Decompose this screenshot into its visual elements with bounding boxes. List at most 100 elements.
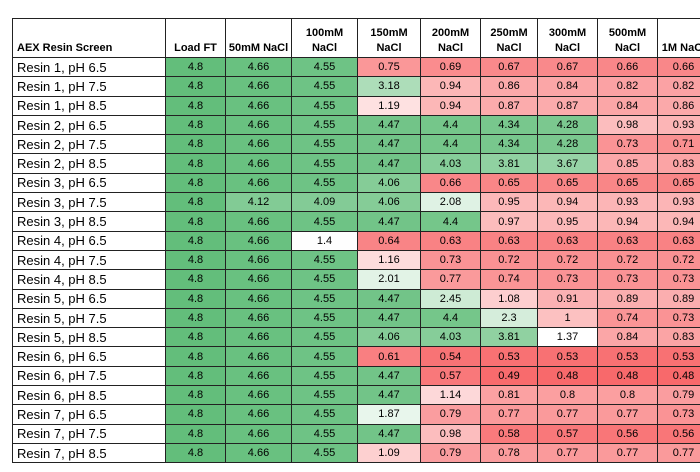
value-cell: 4.55 xyxy=(291,385,358,406)
value-cell: 4.4 xyxy=(420,307,481,329)
value-cell: 0.86 xyxy=(480,76,538,97)
value-cell: 0.53 xyxy=(597,346,658,367)
table-row: Resin 4, pH 7.5 4.8 4.66 4.55 1.16 0.73 0.72 0.… xyxy=(12,249,700,271)
value-cell: 4.28 xyxy=(537,134,598,155)
column-header: 200mM NaCl xyxy=(420,18,481,58)
value-cell: 4.8 xyxy=(165,114,226,136)
value-cell: 4.47 xyxy=(357,365,421,387)
table-row: Resin 2, pH 7.5 4.8 4.66 4.55 4.47 4.4 4.34 4.2… xyxy=(12,134,700,155)
column-header: 150mM NaCl xyxy=(357,18,421,58)
row-label: Resin 4, pH 7.5 xyxy=(12,249,166,271)
row-label: Resin 6, pH 6.5 xyxy=(12,346,166,367)
value-cell: 4.66 xyxy=(225,172,292,194)
value-cell: 4.66 xyxy=(225,211,292,232)
value-cell: 0.57 xyxy=(420,365,481,387)
value-cell: 4.47 xyxy=(357,307,421,329)
value-cell: 4.66 xyxy=(225,365,292,387)
row-label: Resin 1, pH 8.5 xyxy=(12,95,166,116)
value-cell: 0.73 xyxy=(597,269,658,290)
value-cell: 1.87 xyxy=(357,404,421,425)
table-row: Resin 7, pH 8.5 4.8 4.66 4.55 1.09 0.79 0.78 0.… xyxy=(12,442,700,464)
row-label: Resin 2, pH 6.5 xyxy=(12,114,166,136)
value-cell: 4.8 xyxy=(165,346,226,367)
value-cell: 4.55 xyxy=(291,211,358,232)
value-cell: 4.47 xyxy=(357,423,421,444)
value-cell: 4.06 xyxy=(357,172,421,194)
value-cell: 0.66 xyxy=(597,56,658,78)
value-cell: 4.8 xyxy=(165,249,226,271)
row-label: Resin 2, pH 7.5 xyxy=(12,134,166,155)
value-cell: 1 xyxy=(537,307,598,329)
value-cell: 0.79 xyxy=(420,404,481,425)
value-cell: 4.55 xyxy=(291,346,358,367)
value-cell: 0.65 xyxy=(537,172,598,194)
value-cell: 0.98 xyxy=(597,114,658,136)
column-header: 250mM NaCl xyxy=(480,18,538,58)
value-cell: 4.55 xyxy=(291,307,358,329)
resin-table: AEX Resin Screen Load FT 50mM NaCl 100mM Na… xyxy=(12,18,700,464)
column-header: 1M NaCl xyxy=(657,18,700,58)
value-cell: 0.71 xyxy=(657,134,700,155)
table-row: Resin 1, pH 8.5 4.8 4.66 4.55 1.19 0.94 0.87 0.… xyxy=(12,95,700,116)
column-header: 100mM NaCl xyxy=(291,18,358,58)
row-label: Resin 5, pH 6.5 xyxy=(12,288,166,309)
value-cell: 0.94 xyxy=(597,211,658,232)
value-cell: 4.8 xyxy=(165,288,226,309)
value-cell: 0.75 xyxy=(357,56,421,78)
value-cell: 4.28 xyxy=(537,114,598,136)
table-wrap: AEX Resin Screen Load FT 50mM NaCl 100mM Na… xyxy=(12,18,700,464)
value-cell: 4.55 xyxy=(291,423,358,444)
value-cell: 4.55 xyxy=(291,269,358,290)
value-cell: 0.63 xyxy=(420,230,481,251)
value-cell: 4.55 xyxy=(291,327,358,348)
row-label: Resin 1, pH 7.5 xyxy=(12,76,166,97)
value-cell: 0.93 xyxy=(657,114,700,136)
row-label: Resin 6, pH 8.5 xyxy=(12,385,166,406)
column-header: 50mM NaCl xyxy=(225,18,292,58)
value-cell: 0.77 xyxy=(537,404,598,425)
value-cell: 0.82 xyxy=(657,76,700,97)
value-cell: 4.66 xyxy=(225,385,292,406)
value-cell: 4.8 xyxy=(165,76,226,97)
value-cell: 0.48 xyxy=(597,365,658,387)
table-row: Resin 2, pH 8.5 4.8 4.66 4.55 4.47 4.03 3.81 3.… xyxy=(12,153,700,174)
table-row: Resin 7, pH 7.5 4.8 4.66 4.55 4.47 0.98 0.58 0.… xyxy=(12,423,700,444)
value-cell: 0.94 xyxy=(537,192,598,213)
value-cell: 0.87 xyxy=(537,95,598,116)
value-cell: 2.08 xyxy=(420,192,481,213)
value-cell: 4.8 xyxy=(165,423,226,444)
row-label: Resin 7, pH 8.5 xyxy=(12,442,166,464)
table-row: Resin 4, pH 8.5 4.8 4.66 4.55 2.01 0.77 0.74 0.… xyxy=(12,269,700,290)
value-cell: 0.53 xyxy=(480,346,538,367)
value-cell: 4.55 xyxy=(291,153,358,174)
value-cell: 0.77 xyxy=(597,404,658,425)
value-cell: 0.85 xyxy=(597,153,658,174)
value-cell: 4.47 xyxy=(357,385,421,406)
value-cell: 4.8 xyxy=(165,442,226,464)
value-cell: 0.63 xyxy=(537,230,598,251)
value-cell: 0.69 xyxy=(420,56,481,78)
row-label: Resin 3, pH 8.5 xyxy=(12,211,166,232)
table-row: Resin 6, pH 8.5 4.8 4.66 4.55 4.47 1.14 0.81 0.… xyxy=(12,385,700,406)
table-row: Resin 6, pH 7.5 4.8 4.66 4.55 4.47 0.57 0.49 0.… xyxy=(12,365,700,387)
row-label: Resin 5, pH 7.5 xyxy=(12,307,166,329)
value-cell: 4.55 xyxy=(291,95,358,116)
value-cell: 4.03 xyxy=(420,153,481,174)
row-label: Resin 3, pH 7.5 xyxy=(12,192,166,213)
value-cell: 4.55 xyxy=(291,404,358,425)
value-cell: 4.8 xyxy=(165,269,226,290)
value-cell: 4.4 xyxy=(420,211,481,232)
value-cell: 4.8 xyxy=(165,172,226,194)
value-cell: 4.66 xyxy=(225,327,292,348)
value-cell: 0.77 xyxy=(657,442,700,464)
table-row: Resin 7, pH 6.5 4.8 4.66 4.55 1.87 0.79 0.77 0.… xyxy=(12,404,700,425)
value-cell: 0.65 xyxy=(657,172,700,194)
value-cell: 0.73 xyxy=(657,269,700,290)
column-header: 300mM NaCl xyxy=(537,18,598,58)
row-label: Resin 5, pH 8.5 xyxy=(12,327,166,348)
value-cell: 0.48 xyxy=(657,365,700,387)
value-cell: 0.89 xyxy=(597,288,658,309)
value-cell: 0.58 xyxy=(480,423,538,444)
value-cell: 0.73 xyxy=(597,134,658,155)
table-body: Resin 1, pH 6.5 4.8 4.66 4.55 0.75 0.69 0.67 0.… xyxy=(12,56,700,464)
